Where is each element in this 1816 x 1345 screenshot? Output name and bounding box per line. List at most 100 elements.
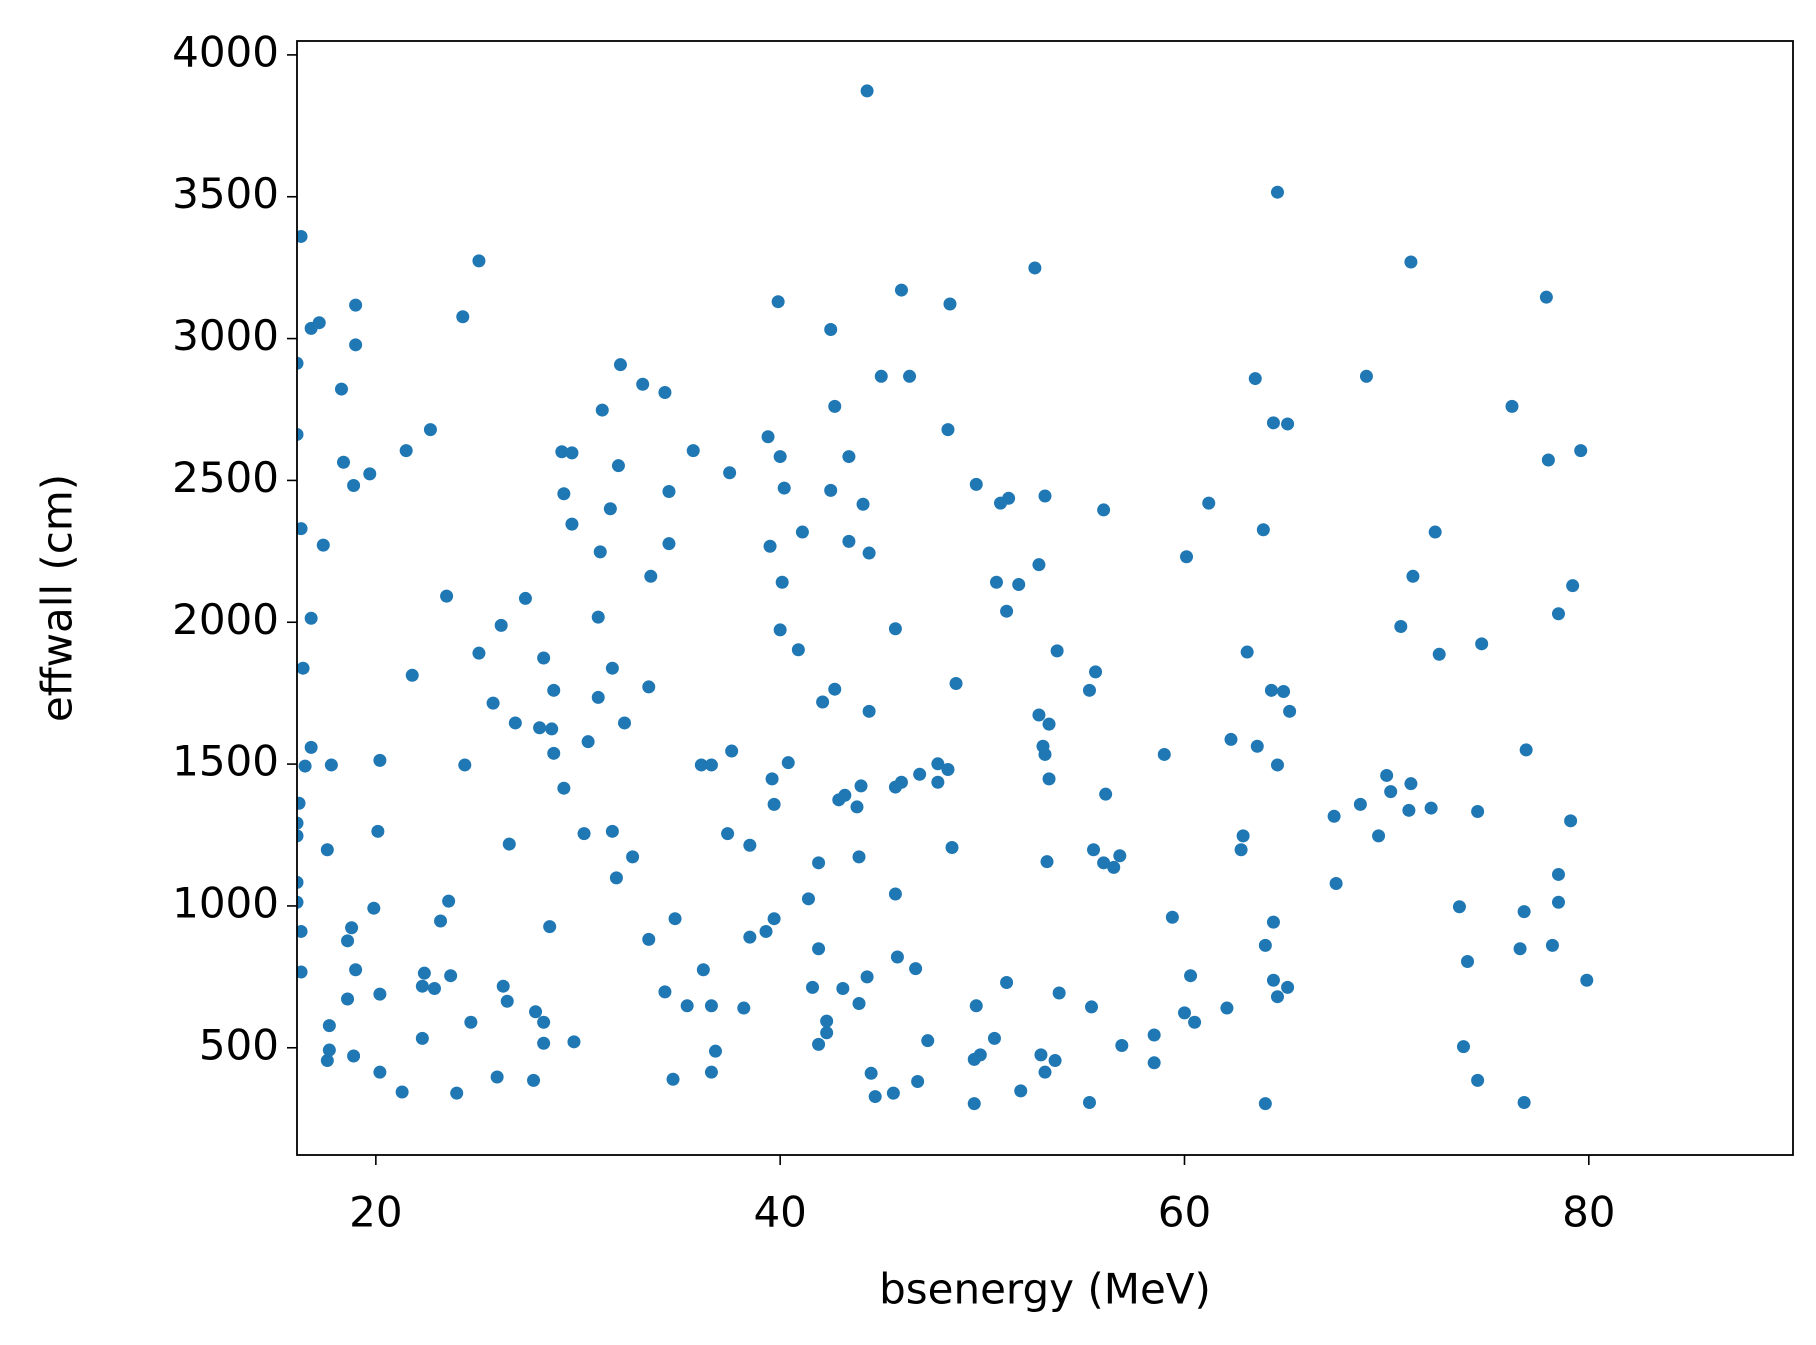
point <box>1032 708 1046 722</box>
point <box>490 1070 504 1084</box>
point <box>1264 683 1278 697</box>
point <box>725 744 739 758</box>
point <box>894 283 908 297</box>
point <box>581 735 595 749</box>
point <box>494 618 508 632</box>
point <box>605 661 619 675</box>
point <box>591 610 605 624</box>
point <box>444 969 458 983</box>
point <box>1545 938 1559 952</box>
point <box>1236 829 1250 843</box>
point <box>795 525 809 539</box>
point <box>565 517 579 531</box>
point <box>759 924 773 938</box>
point <box>886 1086 900 1100</box>
point <box>854 779 868 793</box>
point <box>1250 739 1264 753</box>
point <box>486 696 500 710</box>
y-tick-label: 1000 <box>172 878 279 927</box>
point <box>967 1052 981 1066</box>
point <box>708 1044 722 1058</box>
point <box>555 445 569 459</box>
point <box>860 84 874 98</box>
x-tick-label: 80 <box>1562 1188 1615 1237</box>
point <box>618 716 632 730</box>
point <box>1099 787 1113 801</box>
point <box>1165 910 1179 924</box>
point <box>1034 1048 1048 1062</box>
point <box>320 1054 334 1068</box>
point <box>1404 777 1418 791</box>
point <box>626 850 640 864</box>
point <box>801 892 815 906</box>
point <box>297 895 304 909</box>
y-tick-label: 4000 <box>172 27 279 76</box>
point <box>723 466 737 480</box>
point <box>1564 814 1578 828</box>
point <box>347 479 361 493</box>
point <box>304 611 318 625</box>
y-axis-label: effwall (cm) <box>33 474 82 722</box>
point <box>1270 185 1284 199</box>
point <box>298 759 312 773</box>
point <box>1281 417 1295 431</box>
x-tick-label: 60 <box>1158 1188 1211 1237</box>
point <box>888 887 902 901</box>
point <box>1248 372 1262 386</box>
point <box>434 914 448 928</box>
point <box>297 661 310 675</box>
point <box>345 921 359 935</box>
point <box>1384 785 1398 799</box>
point <box>363 467 377 481</box>
point <box>1266 915 1280 929</box>
point <box>662 484 676 498</box>
point <box>322 1019 336 1033</box>
point <box>1519 743 1533 757</box>
point <box>1551 895 1565 909</box>
point <box>812 942 826 956</box>
point <box>577 827 591 841</box>
point <box>820 1026 834 1040</box>
point <box>593 545 607 559</box>
point <box>824 322 838 336</box>
point <box>777 481 791 495</box>
point <box>322 1043 336 1057</box>
point <box>1050 644 1064 658</box>
point <box>442 894 456 908</box>
point <box>1266 416 1280 430</box>
point <box>862 546 876 560</box>
point <box>1551 867 1565 881</box>
point <box>1270 758 1284 772</box>
point <box>1147 1028 1161 1042</box>
point <box>324 758 338 772</box>
point <box>860 970 874 984</box>
point <box>888 622 902 636</box>
point <box>1505 399 1519 413</box>
point <box>1087 843 1101 857</box>
point <box>945 840 959 854</box>
point <box>816 695 830 709</box>
point <box>874 369 888 383</box>
point <box>1471 804 1485 818</box>
point <box>464 1015 478 1029</box>
point <box>1471 1073 1485 1087</box>
point <box>320 843 334 857</box>
point <box>642 680 656 694</box>
point <box>666 1072 680 1086</box>
point <box>349 963 363 977</box>
point <box>417 966 431 980</box>
point <box>1380 768 1394 782</box>
point <box>472 646 486 660</box>
point <box>1188 1015 1202 1029</box>
point <box>423 423 437 437</box>
point <box>836 981 850 995</box>
point <box>658 985 672 999</box>
point <box>987 1031 1001 1045</box>
point <box>1184 969 1198 983</box>
point <box>557 781 571 795</box>
point <box>903 369 917 383</box>
point <box>1220 1001 1234 1015</box>
point <box>1424 801 1438 815</box>
point <box>1517 905 1531 919</box>
